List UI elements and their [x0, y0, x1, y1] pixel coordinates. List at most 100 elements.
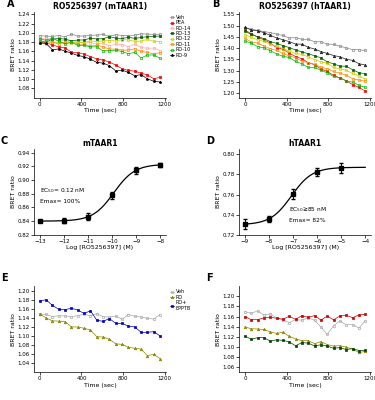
RO [94, 334, 99, 339]
RO-8 [255, 34, 260, 39]
RO-11 [94, 43, 99, 48]
RO-13 [63, 37, 68, 42]
Veh [274, 315, 279, 320]
Title: hTAAR1: hTAAR1 [288, 139, 322, 148]
RO-9 [363, 63, 368, 68]
RO [139, 347, 143, 352]
PEA [280, 47, 285, 52]
X-axis label: Time (sec): Time (sec) [84, 382, 116, 388]
Veh [82, 312, 86, 317]
RO+
EPPTB [94, 318, 99, 323]
Line: Veh: Veh [39, 32, 161, 38]
Line: RO: RO [39, 313, 161, 360]
Veh [350, 322, 355, 327]
PEA [306, 60, 310, 65]
RO-9 [145, 76, 150, 81]
PEA [357, 85, 361, 90]
Veh [152, 317, 156, 322]
Veh [82, 34, 86, 38]
RO-6 [344, 73, 348, 78]
RO-12 [145, 37, 150, 42]
Veh [319, 325, 323, 330]
Veh [139, 314, 143, 319]
Text: EC$_{50}$= 0.12 nM: EC$_{50}$= 0.12 nM [40, 186, 86, 195]
Veh [300, 318, 304, 322]
Veh [287, 36, 291, 40]
RO-6 [350, 76, 355, 81]
Line: RO-14: RO-14 [39, 37, 161, 52]
RO-14 [120, 42, 124, 47]
PEA [63, 46, 68, 50]
RO-9 [88, 57, 93, 62]
Line: Forsk20uM: Forsk20uM [244, 326, 366, 354]
RO-5 [319, 68, 323, 72]
Veh [63, 34, 68, 39]
Veh [57, 33, 61, 38]
RO-7 [350, 71, 355, 76]
RO-12 [139, 39, 143, 44]
RO-8 [280, 43, 285, 48]
RO-11 [152, 52, 156, 56]
RO [75, 324, 80, 329]
RO+
EPPTB [145, 330, 150, 335]
RO+
EPPTB [139, 330, 143, 335]
RO-14 [75, 40, 80, 44]
RO-13 [158, 34, 162, 38]
Forsk20uM [344, 345, 348, 350]
RO-12 [120, 37, 124, 42]
RO-8 [249, 32, 254, 37]
Line: PEA: PEA [39, 39, 161, 80]
Veh [101, 32, 105, 37]
RO-10 [132, 50, 137, 55]
RO-6 [293, 55, 298, 60]
Title: RO5256397 (mTAAR1): RO5256397 (mTAAR1) [53, 2, 147, 11]
RO-13 [82, 38, 86, 42]
Veh [94, 33, 99, 38]
RO-13 [44, 40, 48, 44]
RO-6 [363, 79, 368, 84]
Y-axis label: BRET ratio: BRET ratio [216, 38, 221, 71]
RO-6 [262, 44, 266, 48]
Veh [332, 42, 336, 47]
PEA [287, 51, 291, 56]
RO-8 [293, 48, 298, 52]
RO-14 [57, 38, 61, 42]
EPPTB-6 [255, 317, 260, 322]
RO [126, 345, 130, 350]
Veh [145, 32, 150, 36]
PEA [88, 54, 93, 59]
PEA [69, 50, 74, 55]
RO-9 [243, 25, 247, 30]
Y-axis label: BRET ratio: BRET ratio [216, 313, 221, 346]
RO-14 [101, 41, 105, 46]
RO-8 [344, 64, 348, 69]
RO [57, 319, 61, 324]
PEA [249, 31, 254, 36]
RO-9 [287, 39, 291, 44]
EPPTB-6 [338, 314, 342, 318]
RO-5 [287, 55, 291, 60]
Text: F: F [206, 273, 212, 283]
RO-7 [332, 65, 336, 70]
Veh [38, 312, 42, 316]
Veh [249, 311, 254, 316]
Legend: Veh, RO, RO+
EPPTB: Veh, RO, RO+ EPPTB [170, 289, 191, 311]
EPPTB-6 [243, 314, 247, 319]
RO-7 [268, 42, 273, 47]
Forsk20uM
+ (EPPTB) [280, 338, 285, 343]
EPPTB-6 [357, 312, 361, 317]
RO-8 [268, 39, 273, 44]
RO [107, 337, 112, 342]
RO-14 [44, 36, 48, 40]
Veh [57, 313, 61, 318]
RO+
EPPTB [126, 324, 130, 328]
RO [120, 342, 124, 347]
RO [132, 346, 137, 351]
Forsk20uM [300, 338, 304, 343]
RO-8 [338, 64, 342, 68]
RO-10 [44, 38, 48, 43]
X-axis label: Time (sec): Time (sec) [289, 382, 321, 388]
RO [101, 334, 105, 339]
RO-8 [332, 62, 336, 66]
RO-6 [249, 40, 254, 44]
